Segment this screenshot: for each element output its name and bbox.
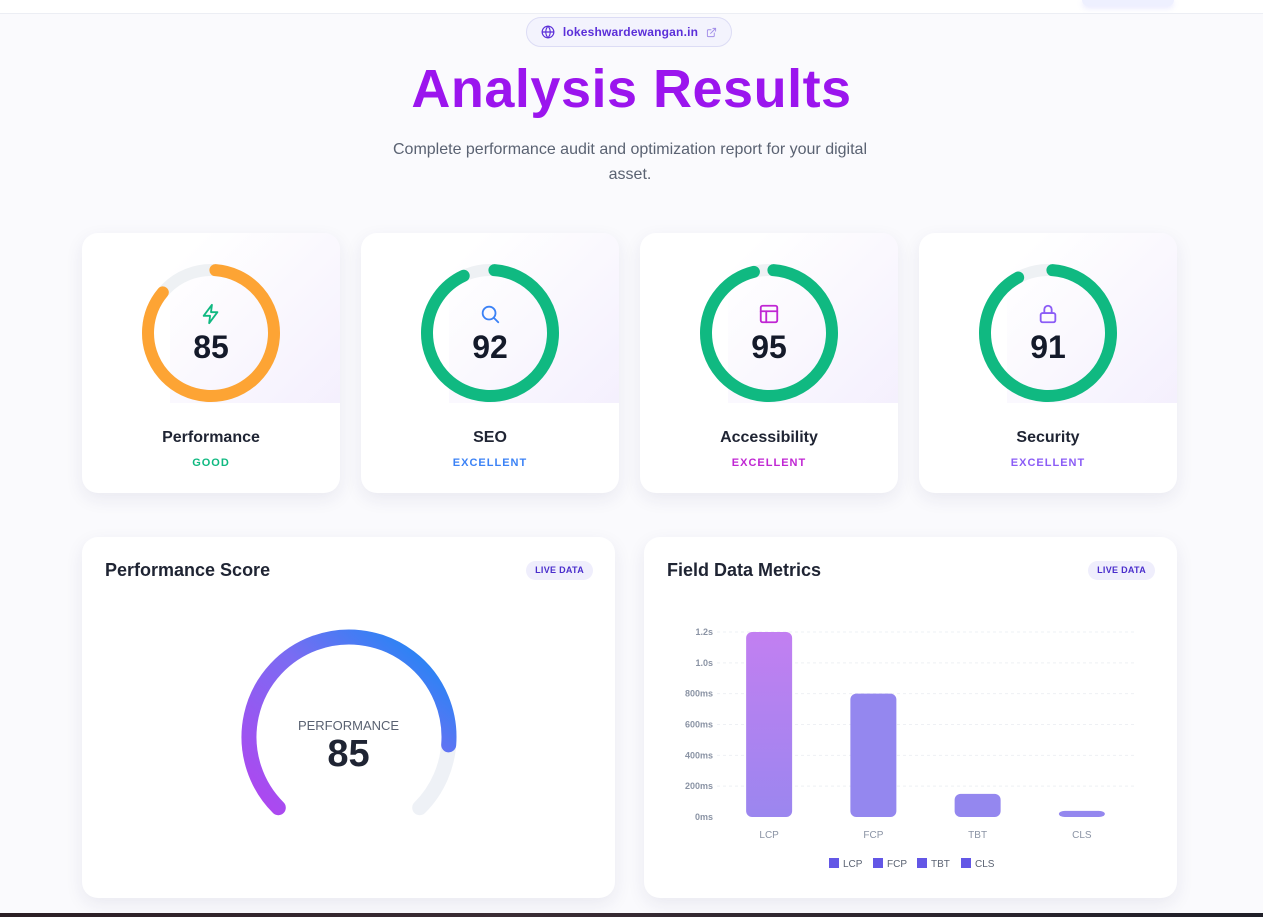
- legend-item[interactable]: TBT: [931, 859, 950, 870]
- top-bar: [0, 0, 1263, 14]
- y-tick-label: 1.0s: [695, 658, 713, 668]
- page-subtitle: Complete performance audit and optimizat…: [392, 141, 868, 183]
- gauge-value: 85: [327, 733, 370, 775]
- globe-icon: [541, 25, 555, 39]
- x-tick-label: CLS: [1072, 830, 1092, 841]
- score-ring: [421, 264, 559, 402]
- panel-title: Field Data Metrics: [667, 560, 822, 580]
- y-tick-label: 0ms: [695, 812, 713, 822]
- score-value: 95: [751, 329, 787, 365]
- ring-progress: [700, 264, 838, 402]
- top-action-button[interactable]: [1082, 0, 1174, 6]
- bolt-icon: [202, 303, 219, 325]
- score-card-security[interactable]: 91 Security EXCELLENT: [919, 233, 1177, 493]
- x-tick-label: LCP: [759, 830, 779, 841]
- bottom-strip: [0, 913, 1263, 917]
- y-tick-label: 200ms: [685, 781, 713, 791]
- bar-fcp[interactable]: [850, 693, 897, 817]
- score-ring: [700, 264, 838, 402]
- score-value: 85: [193, 329, 229, 365]
- ring-progress: [421, 264, 559, 402]
- x-tick-label: FCP: [863, 830, 883, 841]
- y-tick-label: 1.2s: [695, 627, 713, 637]
- live-data-badge: LIVE DATA: [1088, 561, 1155, 580]
- panel-title: Performance Score: [105, 560, 271, 580]
- bar-cls[interactable]: [1058, 810, 1105, 817]
- legend-swatch: [917, 858, 927, 868]
- score-label: SEO: [473, 429, 507, 446]
- legend-item[interactable]: CLS: [975, 859, 995, 870]
- y-tick-label: 400ms: [685, 750, 713, 760]
- x-tick-label: TBT: [968, 830, 987, 841]
- legend-swatch: [873, 858, 883, 868]
- field-data-panel: Field Data Metrics LIVE DATA 0ms 200ms 400…: [644, 537, 1177, 898]
- legend-swatch: [829, 858, 839, 868]
- url-text: lokeshwardewangan.in: [562, 25, 699, 39]
- bar-tbt[interactable]: [954, 793, 1001, 817]
- legend-item[interactable]: FCP: [887, 859, 907, 870]
- score-value: 91: [1030, 329, 1066, 365]
- score-ring: [979, 264, 1117, 402]
- external-link-icon: [707, 27, 717, 37]
- url-link[interactable]: lokeshwardewangan.in: [526, 17, 732, 47]
- search-icon: [481, 305, 500, 324]
- score-card-accessibility[interactable]: 95 Accessibility EXCELLENT: [640, 233, 898, 493]
- gauge-fill: [241, 629, 457, 816]
- score-card-performance[interactable]: 85 Performance GOOD: [82, 233, 340, 493]
- legend-item[interactable]: LCP: [843, 859, 863, 870]
- legend-swatch: [961, 858, 971, 868]
- score-status: GOOD: [192, 457, 230, 469]
- layout-icon: [759, 304, 779, 324]
- score-label: Security: [1016, 429, 1080, 446]
- score-label: Performance: [162, 429, 260, 446]
- performance-score-panel: Performance Score LIVE DATA PERFORMANCE …: [82, 537, 615, 898]
- score-label: Accessibility: [720, 429, 818, 446]
- ring-progress: [142, 264, 280, 402]
- score-card-seo[interactable]: 92 SEO EXCELLENT: [361, 233, 619, 493]
- lock-icon: [1039, 304, 1057, 324]
- ring-progress: [979, 264, 1117, 402]
- page-title: Analysis Results: [411, 59, 852, 119]
- score-status: EXCELLENT: [731, 457, 807, 469]
- y-tick-label: 600ms: [685, 720, 713, 730]
- bar-lcp[interactable]: [746, 632, 793, 817]
- live-data-badge: LIVE DATA: [526, 561, 593, 580]
- score-status: EXCELLENT: [1010, 457, 1086, 469]
- score-status: EXCELLENT: [452, 457, 528, 469]
- field-data-chart: 0ms 200ms 400ms 600ms 800ms 1.0s 1.2s LCP FCP TBT…: [685, 627, 1134, 870]
- score-ring: [142, 264, 280, 402]
- gauge-label: PERFORMANCE: [297, 718, 400, 733]
- y-tick-label: 800ms: [685, 689, 713, 699]
- score-value: 92: [472, 329, 508, 365]
- performance-gauge: [241, 629, 457, 816]
